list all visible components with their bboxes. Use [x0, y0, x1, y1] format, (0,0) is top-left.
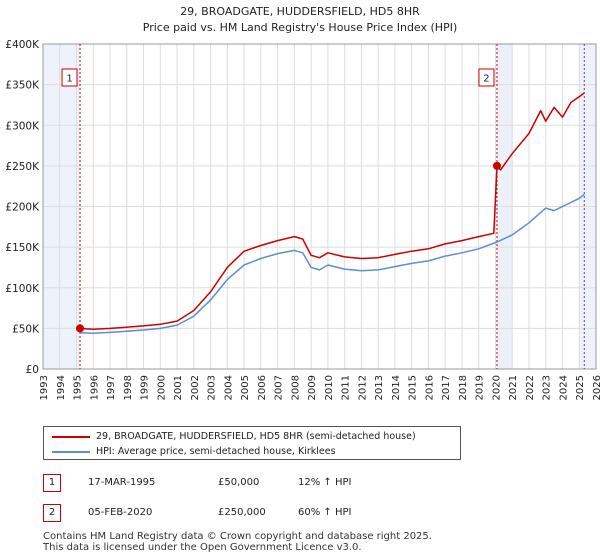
transaction-hpi: 12% ↑ HPI: [298, 477, 352, 488]
x-tick-label: 2016: [424, 375, 435, 400]
marker-label: 1: [66, 74, 72, 85]
x-tick-label: 2017: [441, 375, 452, 400]
footer: Contains HM Land Registry data © Crown c…: [43, 531, 432, 553]
transaction-date: 05-FEB-2020: [88, 507, 153, 518]
x-tick-label: 2002: [190, 375, 201, 400]
x-tick-label: 2019: [475, 375, 486, 400]
x-tick-label: 2009: [307, 375, 318, 400]
x-tick-label: 2003: [207, 375, 218, 400]
sale-point: [76, 324, 85, 333]
transaction-row: 1 17-MAR-1995 £50,000 12% ↑ HPI: [43, 474, 563, 492]
x-tick-label: 2020: [491, 375, 502, 400]
legend-item-property: 29, BROADGATE, HUDDERSFIELD, HD5 8HR (se…: [52, 430, 416, 444]
transaction-number: 2: [43, 504, 61, 522]
y-tick-label: £150K: [5, 242, 40, 254]
marker-box: [61, 68, 78, 87]
x-tick-label: 2022: [525, 375, 536, 400]
y-tick-label: £250K: [5, 161, 40, 173]
legend-swatch-property: [52, 435, 90, 438]
x-tick-label: 2001: [173, 375, 184, 400]
x-tick-label: 2011: [341, 375, 352, 400]
x-tick-label: 2015: [408, 375, 419, 400]
x-tick-label: 2014: [391, 375, 402, 400]
x-tick-label: 2013: [374, 375, 385, 400]
x-tick-label: 2005: [240, 375, 251, 400]
x-tick-label: 2026: [592, 375, 600, 400]
x-tick-label: 1998: [123, 375, 134, 400]
price-chart: 29, BROADGATE, HUDDERSFIELD, HD5 8HR Pric…: [5, 5, 600, 400]
x-tick-label: 1999: [140, 375, 151, 400]
transaction-date: 17-MAR-1995: [88, 477, 156, 488]
legend: 29, BROADGATE, HUDDERSFIELD, HD5 8HR (se…: [43, 426, 461, 460]
x-tick-label: 2004: [223, 375, 234, 400]
chart-subtitle: Price paid vs. HM Land Registry's House …: [143, 21, 458, 34]
chart-title: 29, BROADGATE, HUDDERSFIELD, HD5 8HR: [180, 5, 420, 18]
transaction-number: 1: [43, 474, 61, 492]
footer-licence: This data is licensed under the Open Gov…: [43, 542, 362, 553]
x-tick-label: 2023: [542, 375, 553, 400]
marker-box: [478, 68, 495, 87]
property-price-line: [79, 92, 585, 330]
transaction-price: £50,000: [218, 477, 260, 488]
legend-label-hpi: HPI: Average price, semi-detached house,…: [96, 446, 336, 457]
x-tick-label: 2008: [290, 375, 301, 400]
y-tick-label: £0: [26, 364, 39, 376]
y-tick-label: £350K: [5, 80, 40, 92]
legend-swatch-hpi: [52, 450, 90, 453]
x-tick-label: 1997: [106, 375, 117, 400]
legend-item-hpi: HPI: Average price, semi-detached house,…: [52, 445, 336, 459]
x-tick-label: 2006: [257, 375, 268, 400]
transaction-price: £250,000: [218, 507, 266, 518]
y-tick-label: £400K: [5, 39, 40, 51]
transaction-row: 2 05-FEB-2020 £250,000 60% ↑ HPI: [43, 504, 563, 522]
x-tick-label: 2007: [274, 375, 285, 400]
x-tick-label: 1995: [73, 375, 84, 400]
y-tick-label: £100K: [5, 283, 40, 295]
x-tick-label: 2010: [324, 375, 335, 400]
sale-point: [492, 161, 501, 170]
x-tick-label: 2018: [458, 375, 469, 400]
x-tick-label: 1994: [56, 375, 67, 400]
y-tick-label: £50K: [12, 323, 40, 335]
x-tick-label: 1993: [39, 375, 50, 400]
y-tick-label: £300K: [5, 120, 40, 132]
x-tick-label: 2012: [357, 375, 368, 400]
x-tick-label: 2025: [575, 375, 586, 400]
footer-copyright: Contains HM Land Registry data © Crown c…: [43, 531, 432, 542]
x-tick-label: 2021: [508, 375, 519, 400]
plot-border: [42, 43, 597, 370]
transaction-hpi: 60% ↑ HPI: [298, 507, 352, 518]
marker-label: 2: [483, 74, 489, 85]
hpi-line: [79, 193, 585, 335]
x-tick-label: 2024: [558, 375, 569, 400]
x-tick-label: 2000: [156, 375, 167, 400]
x-tick-label: 1996: [89, 375, 100, 400]
legend-label-property: 29, BROADGATE, HUDDERSFIELD, HD5 8HR (se…: [96, 431, 416, 442]
y-tick-label: £200K: [5, 202, 40, 214]
